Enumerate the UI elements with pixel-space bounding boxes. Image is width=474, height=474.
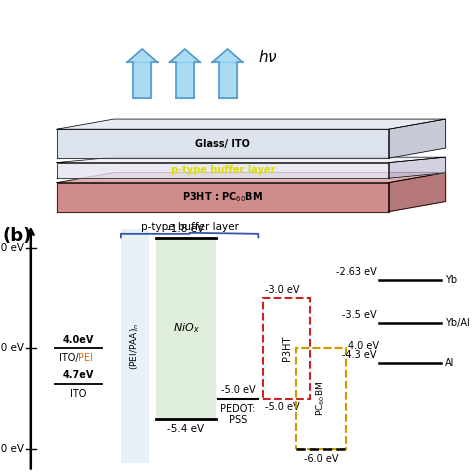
Text: 4.0eV: 4.0eV: [63, 335, 94, 345]
Text: Yb: Yb: [445, 274, 457, 284]
Text: P3HT: P3HT: [282, 336, 292, 361]
Polygon shape: [389, 157, 446, 178]
Text: Glass/ ITO: Glass/ ITO: [195, 139, 250, 149]
Text: -3.5 eV: -3.5 eV: [342, 310, 377, 320]
Text: Al: Al: [445, 358, 454, 368]
Polygon shape: [389, 173, 446, 212]
Polygon shape: [219, 63, 237, 98]
Text: 4.0 eV: 4.0 eV: [348, 341, 379, 351]
Polygon shape: [57, 182, 389, 212]
Polygon shape: [57, 163, 389, 178]
Polygon shape: [389, 119, 446, 158]
Polygon shape: [212, 49, 243, 63]
Text: -2.63 eV: -2.63 eV: [336, 266, 377, 276]
Text: Yb/Al: Yb/Al: [445, 318, 469, 328]
Polygon shape: [176, 63, 194, 98]
Text: PC$_{60}$BM: PC$_{60}$BM: [315, 381, 328, 416]
Text: -3.0 eV: -3.0 eV: [265, 284, 300, 295]
Polygon shape: [57, 119, 446, 129]
Text: -5.0 eV: -5.0 eV: [265, 402, 300, 412]
Text: $h\nu$: $h\nu$: [258, 49, 278, 65]
Text: -6.0 eV: -6.0 eV: [0, 444, 24, 454]
Text: P3HT : PC$_{60}$BM: P3HT : PC$_{60}$BM: [182, 190, 263, 204]
Bar: [121, 229, 149, 463]
Text: -6.0 eV: -6.0 eV: [304, 454, 338, 464]
Polygon shape: [127, 49, 157, 63]
Polygon shape: [57, 173, 446, 182]
Text: PEI: PEI: [78, 354, 93, 364]
Text: -1.8 eV: -1.8 eV: [167, 224, 205, 234]
Text: NiO$_x$: NiO$_x$: [173, 321, 200, 335]
Text: -5.4 eV: -5.4 eV: [167, 424, 205, 434]
Text: (PEI/PAA)$_n$: (PEI/PAA)$_n$: [129, 322, 141, 370]
Text: ITO/: ITO/: [59, 354, 78, 364]
Text: -4.3 eV: -4.3 eV: [342, 350, 377, 360]
Text: ITO: ITO: [70, 389, 86, 399]
Bar: [263, 298, 310, 399]
Text: -5.0 eV: -5.0 eV: [221, 384, 255, 395]
Polygon shape: [57, 129, 389, 158]
Bar: [156, 238, 216, 419]
Bar: [296, 348, 346, 449]
Polygon shape: [170, 49, 200, 63]
Text: -4.0 eV: -4.0 eV: [0, 343, 24, 354]
Polygon shape: [57, 157, 446, 163]
Text: p-type buffer layer: p-type buffer layer: [171, 165, 275, 175]
Text: -2.0 eV: -2.0 eV: [0, 243, 24, 253]
Text: p-type buffer layer: p-type buffer layer: [141, 222, 238, 232]
Text: PEDOT:
PSS: PEDOT: PSS: [220, 404, 256, 425]
Text: (b): (b): [2, 227, 32, 245]
Text: 4.7eV: 4.7eV: [63, 370, 94, 380]
Polygon shape: [133, 63, 151, 98]
